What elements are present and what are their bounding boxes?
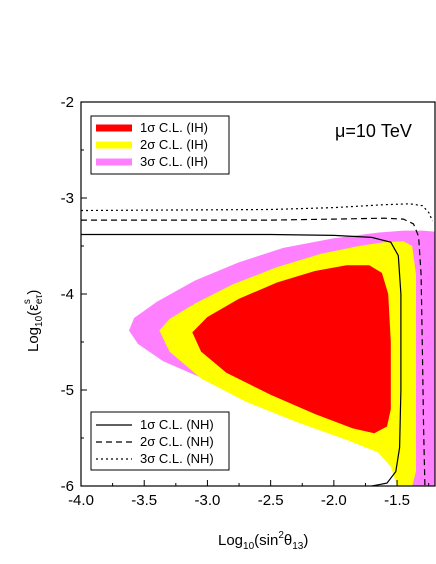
y-tick-label: -2 <box>61 94 74 111</box>
legend-ih-label-2: 2σ C.L. (IH) <box>140 137 208 152</box>
x-tick-label: -3.0 <box>194 492 220 509</box>
ih-region-1sigma <box>192 265 391 434</box>
y-tick-label: -6 <box>61 478 74 495</box>
y-tick-label: -5 <box>61 382 74 399</box>
y-axis-ticks: -2 -3 -4 -5 -6 <box>61 94 87 495</box>
x-tick-label: -2.0 <box>321 492 347 509</box>
legend-nh-label-2: 2σ C.L. (NH) <box>140 434 214 449</box>
legend-ih-label-3: 3σ C.L. (IH) <box>140 154 208 169</box>
legend-nh-label-1: 1σ C.L. (NH) <box>140 417 214 432</box>
nh-line-1sigma <box>81 233 402 486</box>
legend-nh-label-3: 3σ C.L. (NH) <box>140 451 214 466</box>
legend-nh: 1σ C.L. (NH) 2σ C.L. (NH) 3σ C.L. (NH) <box>90 411 230 471</box>
nh-contour-lines <box>81 203 434 486</box>
x-axis-label: Log10(sin2θ13) <box>218 530 308 552</box>
y-axis-label: Log10(εseτ) <box>22 290 45 352</box>
energy-annotation: μ=10 TeV <box>335 121 412 141</box>
nh-line-2sigma <box>81 217 426 486</box>
legend-ih: 1σ C.L. (IH) 2σ C.L. (IH) 3σ C.L. (IH) <box>90 115 230 175</box>
legend-nh-frame <box>90 411 230 471</box>
legend-ih-label-1: 1σ C.L. (IH) <box>140 120 208 135</box>
y-tick-label: -4 <box>61 286 74 303</box>
y-tick-label: -3 <box>61 190 74 207</box>
x-tick-label: -2.5 <box>258 492 284 509</box>
ih-regions <box>129 230 435 486</box>
x-tick-label: -1.5 <box>384 492 410 509</box>
nh-line-3sigma <box>81 203 434 222</box>
x-axis-ticks: -4.0 -3.5 -3.0 -2.5 -2.0 -1.5 <box>68 480 430 509</box>
x-tick-label: -3.5 <box>131 492 157 509</box>
x-tick-label: -4.0 <box>68 492 94 509</box>
